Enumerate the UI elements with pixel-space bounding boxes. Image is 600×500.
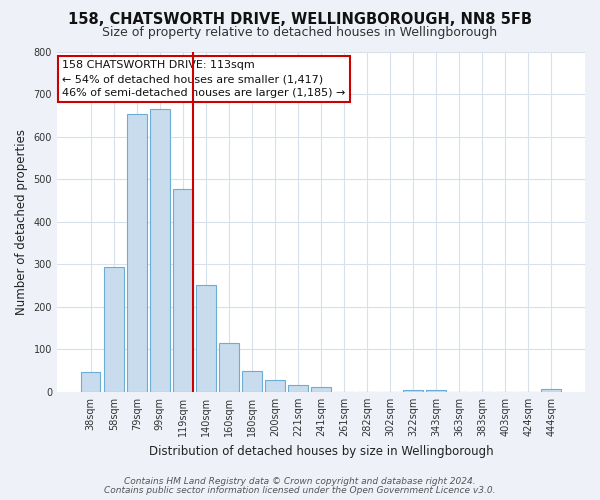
Bar (403, 390, 423, 392)
Bar (541, 389, 561, 392)
Text: 158 CHATSWORTH DRIVE: 113sqm
← 54% of detached houses are smaller (1,417)
46% of: 158 CHATSWORTH DRIVE: 113sqm ← 54% of de… (62, 60, 346, 98)
Y-axis label: Number of detached properties: Number of detached properties (15, 128, 28, 314)
Bar (265, 380, 284, 392)
Bar (426, 390, 446, 392)
Bar (288, 384, 308, 392)
Bar (150, 109, 170, 392)
Bar (173, 188, 193, 392)
X-axis label: Distribution of detached houses by size in Wellingborough: Distribution of detached houses by size … (149, 444, 493, 458)
Bar (104, 267, 124, 392)
Text: 158, CHATSWORTH DRIVE, WELLINGBOROUGH, NN8 5FB: 158, CHATSWORTH DRIVE, WELLINGBOROUGH, N… (68, 12, 532, 28)
Text: Contains HM Land Registry data © Crown copyright and database right 2024.: Contains HM Land Registry data © Crown c… (124, 477, 476, 486)
Bar (81, 372, 100, 392)
Bar (219, 344, 239, 392)
Bar (311, 387, 331, 392)
Text: Contains public sector information licensed under the Open Government Licence v3: Contains public sector information licen… (104, 486, 496, 495)
Bar (127, 114, 146, 392)
Bar (196, 284, 215, 392)
Text: Size of property relative to detached houses in Wellingborough: Size of property relative to detached ho… (103, 26, 497, 39)
Bar (242, 371, 262, 392)
